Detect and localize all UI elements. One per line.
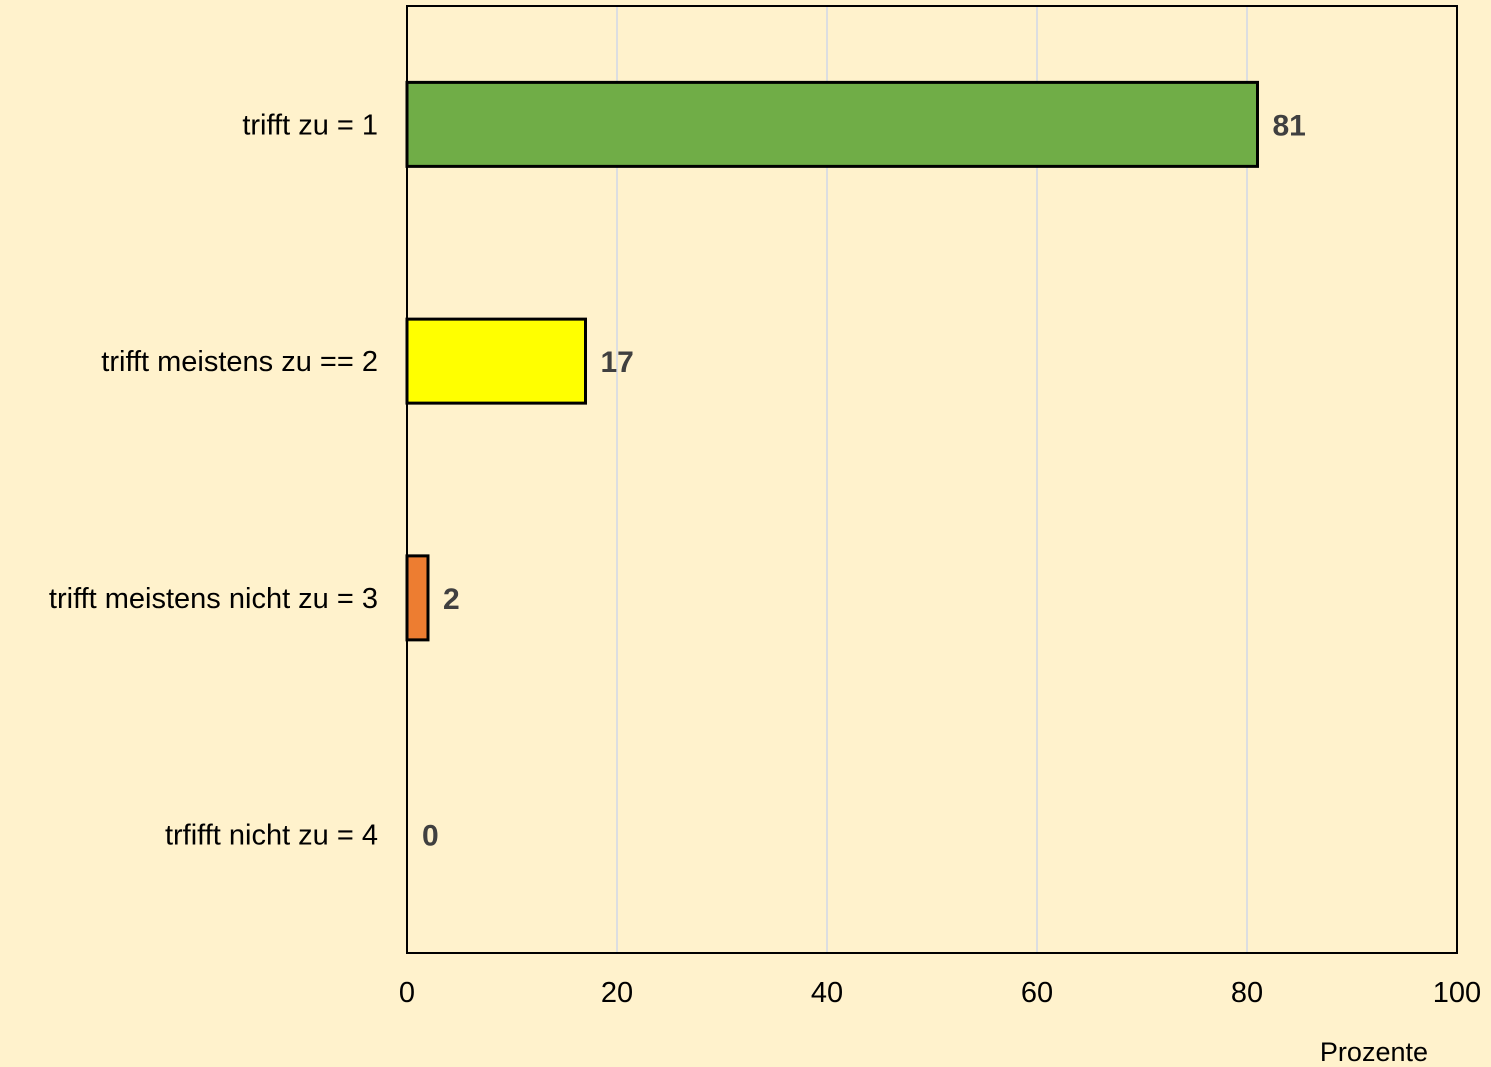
data-label: 17: [601, 346, 634, 379]
bar: [405, 80, 1259, 168]
x-tick-label: 40: [811, 977, 843, 1009]
x-tick-label: 60: [1021, 977, 1053, 1009]
bar: [405, 554, 430, 642]
x-tick-label: 20: [601, 977, 633, 1009]
category-label: trfifft nicht zu = 4: [165, 820, 378, 852]
x-tick-label: 0: [399, 977, 415, 1009]
data-label: 0: [422, 820, 439, 853]
plot-area-frame: [406, 5, 1458, 954]
x-tick-label: 80: [1231, 977, 1263, 1009]
data-label: 2: [443, 583, 460, 616]
category-label: trifft meistens zu == 2: [101, 346, 378, 378]
category-label: trifft meistens nicht zu = 3: [49, 583, 378, 615]
category-label: trifft zu = 1: [242, 109, 378, 141]
x-axis-title: Prozente: [1320, 1037, 1428, 1067]
bar: [405, 317, 587, 405]
x-tick-label: 100: [1433, 977, 1481, 1009]
data-label: 81: [1273, 109, 1306, 142]
